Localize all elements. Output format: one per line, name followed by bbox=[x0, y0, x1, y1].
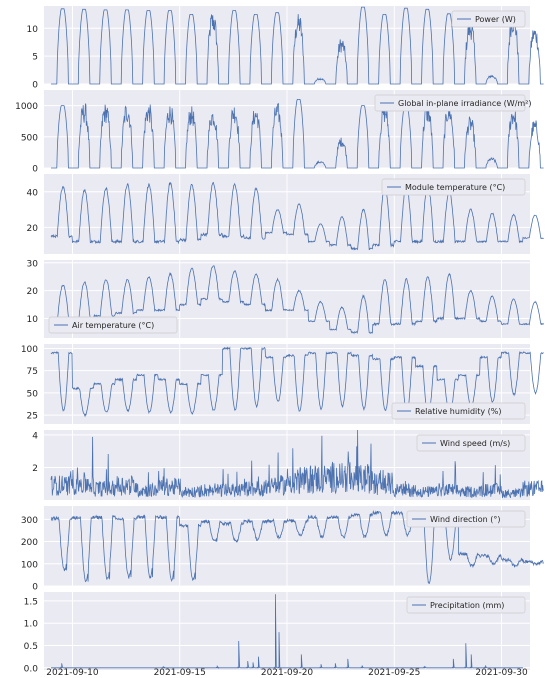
legend-label: Power (W) bbox=[475, 15, 516, 24]
y-tick-label: 10 bbox=[27, 315, 39, 325]
y-tick-label: 1000 bbox=[15, 102, 38, 112]
series-line-precip bbox=[51, 594, 523, 670]
y-tick-label: 100 bbox=[21, 345, 38, 355]
panel-power: 0 5 10 Power (W) bbox=[27, 6, 544, 91]
legend-box bbox=[406, 596, 526, 614]
x-tick-label: 2021-09-30 bbox=[475, 668, 528, 678]
series-line-humidity bbox=[50, 346, 544, 418]
series-line-air_temp bbox=[50, 265, 544, 335]
legend-label: Module temperature (°C) bbox=[405, 183, 505, 192]
panel-precip: 0.0 0.5 1.0 1.5 Precipitation (mm) bbox=[24, 592, 530, 674]
legend-box bbox=[391, 402, 526, 420]
y-tick-label: 0.0 bbox=[24, 664, 39, 674]
legend-box bbox=[451, 10, 526, 28]
legend: Relative humidity (%) bbox=[391, 402, 526, 420]
series-line-power bbox=[51, 6, 544, 85]
legend-box bbox=[416, 434, 526, 452]
y-tick-label: 30 bbox=[27, 259, 39, 269]
y-tick-label: 10 bbox=[27, 25, 39, 35]
y-tick-label: 40 bbox=[27, 188, 39, 198]
y-tick-label: 1.0 bbox=[24, 620, 39, 630]
legend: Power (W) bbox=[451, 10, 526, 28]
panel-irradiance: 0 500 1000 Global in-plane irradiance (W/m²… bbox=[15, 90, 544, 175]
panel-wind_speed: 2 4 Wind speed (m/s) bbox=[32, 429, 544, 500]
y-tick-label: 75 bbox=[27, 367, 38, 377]
legend-box bbox=[406, 510, 526, 528]
y-tick-label: 50 bbox=[27, 389, 39, 399]
legend: Air temperature (°C) bbox=[48, 316, 178, 334]
x-tick-label: 2021-09-20 bbox=[261, 668, 314, 678]
x-tick-label: 2021-09-15 bbox=[154, 668, 206, 678]
series-line-wind_dir bbox=[50, 509, 544, 585]
legend: Precipitation (mm) bbox=[406, 596, 526, 614]
y-tick-label: 0 bbox=[32, 165, 38, 175]
x-tick-label: 2021-09-25 bbox=[368, 668, 420, 678]
y-tick-label: 200 bbox=[21, 538, 38, 548]
legend-label: Air temperature (°C) bbox=[72, 321, 154, 330]
legend-label: Wind speed (m/s) bbox=[440, 439, 510, 448]
panel-humidity: 25 50 75 100 Relative humidity (%) bbox=[21, 344, 544, 424]
panel-air_temp: 10 20 30 Air temperature (°C) bbox=[27, 259, 544, 338]
y-tick-label: 100 bbox=[21, 560, 38, 570]
y-tick-label: 0 bbox=[32, 81, 38, 91]
y-tick-label: 500 bbox=[21, 133, 38, 143]
legend: Wind direction (°) bbox=[406, 510, 526, 528]
series-line-irradiance bbox=[51, 99, 544, 169]
y-tick-label: 1.5 bbox=[24, 597, 38, 607]
legend-box bbox=[381, 178, 526, 196]
legend: Wind speed (m/s) bbox=[416, 434, 526, 452]
legend-label: Wind direction (°) bbox=[430, 515, 501, 524]
y-tick-label: 20 bbox=[27, 287, 39, 297]
y-tick-label: 5 bbox=[32, 53, 38, 63]
x-tick-label: 2021-09-10 bbox=[46, 668, 99, 678]
legend: Global in-plane irradiance (W/m²) bbox=[374, 94, 532, 112]
y-tick-label: 4 bbox=[32, 431, 38, 441]
panel-module_temp: 20 40 Module temperature (°C) bbox=[27, 174, 544, 254]
series-line-wind_speed bbox=[50, 429, 544, 499]
series-line-module_temp bbox=[50, 181, 544, 251]
legend-box bbox=[48, 316, 178, 334]
legend-label: Global in-plane irradiance (W/m²) bbox=[398, 99, 532, 108]
panel-wind_dir: 0 100 200 300 Wind direction (°) bbox=[21, 506, 544, 593]
legend: Module temperature (°C) bbox=[381, 178, 526, 196]
y-tick-label: 20 bbox=[27, 224, 39, 234]
legend-box bbox=[374, 94, 526, 112]
y-tick-label: 0 bbox=[32, 583, 38, 593]
y-tick-label: 25 bbox=[27, 412, 38, 422]
y-tick-label: 0.5 bbox=[24, 642, 38, 652]
y-tick-label: 300 bbox=[21, 516, 38, 526]
legend-label: Relative humidity (%) bbox=[415, 407, 502, 416]
legend-label: Precipitation (mm) bbox=[430, 601, 504, 610]
y-tick-label: 2 bbox=[32, 464, 38, 474]
